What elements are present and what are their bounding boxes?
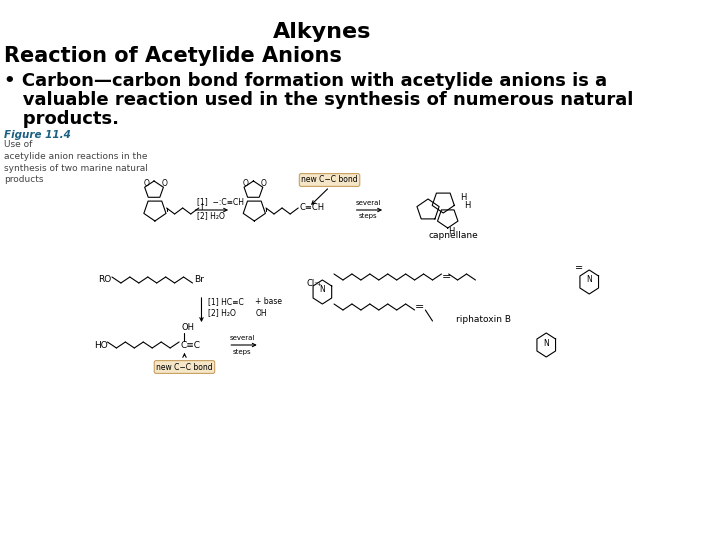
Text: =: = <box>575 263 583 273</box>
Text: =: = <box>441 272 451 282</box>
Text: +: + <box>316 281 321 287</box>
Text: RO: RO <box>99 275 112 285</box>
Text: riphatoxin B: riphatoxin B <box>456 315 511 325</box>
Text: N: N <box>544 339 549 348</box>
Text: O: O <box>243 179 248 188</box>
Text: HO: HO <box>94 341 108 349</box>
Text: [1]  −:C≡CH: [1] −:C≡CH <box>197 198 244 206</box>
Text: [2] H₂O: [2] H₂O <box>208 308 235 318</box>
Text: new C−C bond: new C−C bond <box>156 362 213 372</box>
Text: N: N <box>320 286 325 294</box>
Text: =: = <box>415 302 424 312</box>
Text: O: O <box>143 179 149 188</box>
Text: [1] HC≡C: [1] HC≡C <box>208 298 243 307</box>
Text: I: I <box>201 204 203 213</box>
Text: Reaction of Acetylide Anions: Reaction of Acetylide Anions <box>4 46 342 66</box>
Text: steps: steps <box>358 213 377 219</box>
Text: new C−C bond: new C−C bond <box>301 176 358 185</box>
Text: H: H <box>464 201 470 211</box>
Text: O: O <box>261 179 266 188</box>
Text: + base: + base <box>255 298 282 307</box>
Text: [2] H₂O: [2] H₂O <box>197 212 225 220</box>
Text: several: several <box>230 335 256 341</box>
Text: H: H <box>460 193 467 202</box>
Text: OH: OH <box>255 308 267 318</box>
Text: Use of
acetylide anion reactions in the
synthesis of two marine natural
products: Use of acetylide anion reactions in the … <box>4 140 148 184</box>
Text: products.: products. <box>4 110 120 128</box>
Text: Br: Br <box>194 275 204 285</box>
Text: • Carbon—carbon bond formation with acetylide anions is a: • Carbon—carbon bond formation with acet… <box>4 72 608 90</box>
Text: several: several <box>356 200 381 206</box>
Text: OH: OH <box>181 323 195 333</box>
Text: H: H <box>448 227 454 237</box>
Text: N: N <box>586 275 592 285</box>
Text: C≡CH: C≡CH <box>299 204 324 213</box>
Text: capnellane: capnellane <box>428 231 478 240</box>
Text: valuable reaction used in the synthesis of numerous natural: valuable reaction used in the synthesis … <box>4 91 634 109</box>
Text: C≡C: C≡C <box>181 341 201 349</box>
Text: Cl⁻: Cl⁻ <box>306 280 319 288</box>
Text: Alkynes: Alkynes <box>273 22 372 42</box>
Text: steps: steps <box>233 349 251 355</box>
Text: Figure 11.4: Figure 11.4 <box>4 130 71 140</box>
Text: O: O <box>161 179 167 188</box>
